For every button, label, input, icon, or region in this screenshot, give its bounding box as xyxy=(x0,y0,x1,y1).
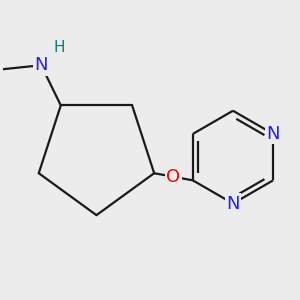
Text: N: N xyxy=(34,56,48,74)
Text: O: O xyxy=(167,168,181,186)
Text: H: H xyxy=(53,40,65,55)
Text: N: N xyxy=(266,125,280,143)
Text: N: N xyxy=(226,194,240,212)
